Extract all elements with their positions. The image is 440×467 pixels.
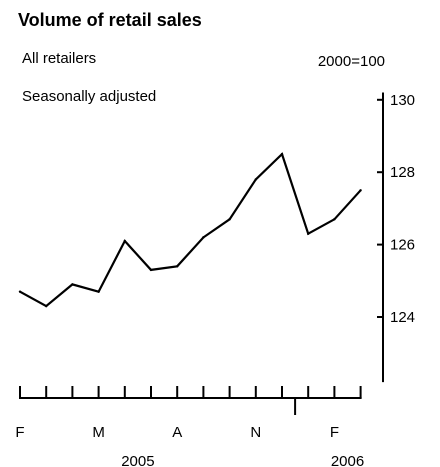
subtitle-all-retailers: All retailers	[22, 50, 96, 67]
x-axis: F M A N F 2005 2006	[15, 386, 364, 467]
data-point-10	[280, 152, 284, 156]
data-point-2	[71, 283, 74, 286]
chart-title: Volume of retail sales	[18, 10, 202, 30]
x-tick-label-12: F	[330, 424, 339, 441]
index-base-note: 2000=100	[318, 53, 385, 70]
data-point-7	[202, 236, 205, 239]
x-tick-label-0: F	[15, 424, 24, 441]
data-point-1	[45, 304, 48, 308]
y-tick-label-126: 126	[390, 237, 415, 254]
data-point-4	[123, 239, 127, 243]
x-tick-label-9: N	[250, 424, 261, 441]
data-point-6	[176, 265, 179, 268]
x-tick-label-6: A	[172, 424, 182, 441]
y-tick-label-130: 130	[390, 92, 415, 109]
data-point-13	[359, 189, 362, 192]
x-year-label-2006: 2006	[331, 453, 364, 467]
data-point-8	[228, 218, 231, 221]
data-point-12	[333, 218, 336, 221]
x-year-label-2005: 2005	[121, 453, 154, 467]
data-point-3	[97, 290, 100, 293]
series-line-0	[19, 152, 362, 308]
data-point-11	[307, 232, 310, 235]
subtitle-seasonally-adjusted: Seasonally adjusted	[22, 88, 156, 105]
data-point-5	[149, 268, 153, 272]
data-point-0	[18, 290, 22, 293]
y-axis: 124 126 128 130	[377, 92, 415, 383]
series-retail-sales	[18, 152, 362, 308]
y-tick-label-124: 124	[390, 309, 415, 326]
y-tick-label-128: 128	[390, 164, 415, 181]
data-point-9	[254, 178, 257, 181]
x-tick-label-3: M	[92, 424, 105, 441]
